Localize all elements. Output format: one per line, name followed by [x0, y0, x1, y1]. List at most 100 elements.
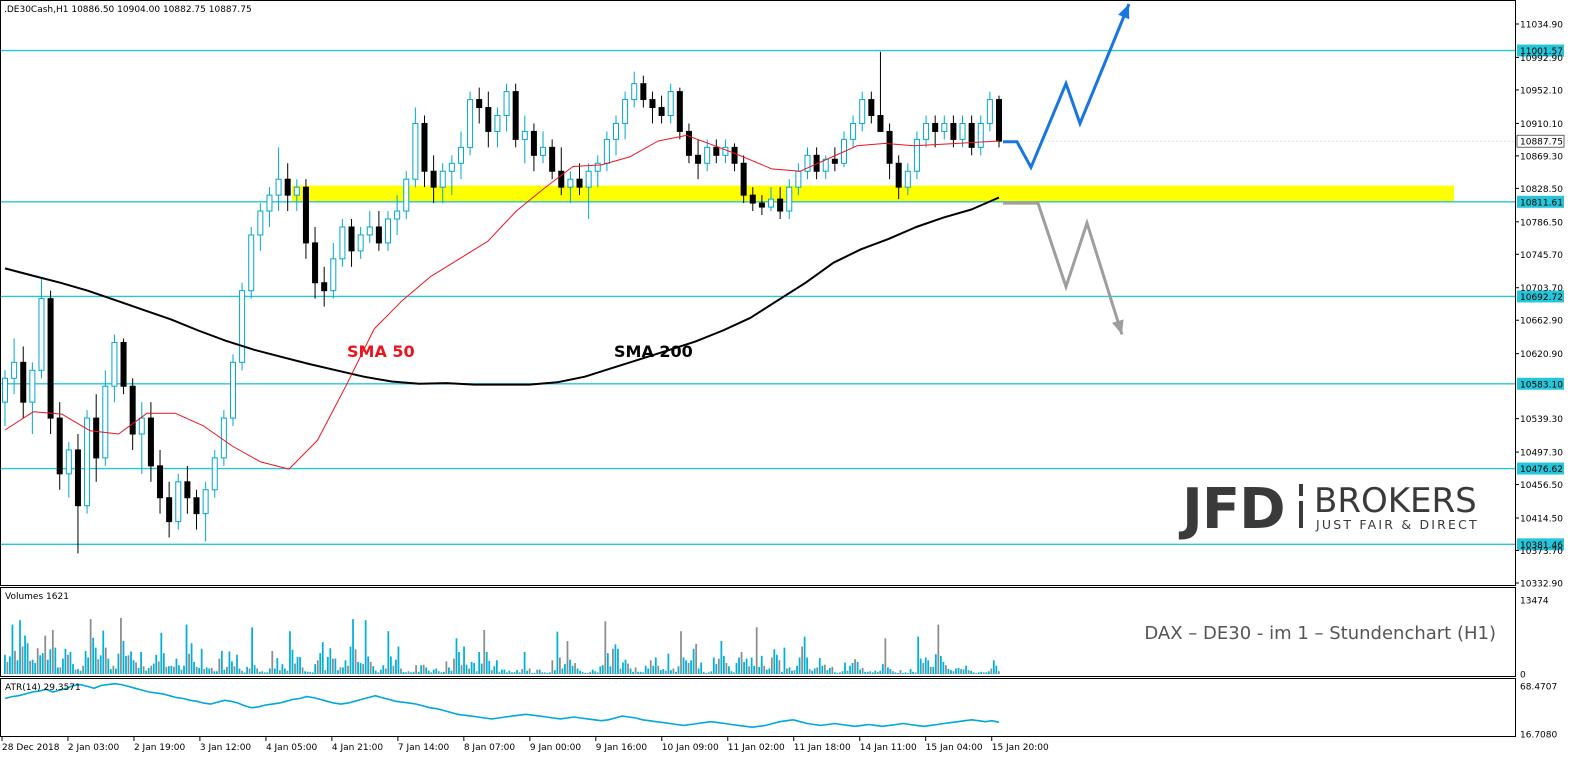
- volume-bar: [102, 630, 105, 674]
- candle-body: [467, 99, 474, 148]
- volume-bar: [415, 665, 417, 674]
- volume-bar: [914, 672, 917, 674]
- candle-body: [831, 158, 838, 164]
- candle-body: [731, 146, 738, 164]
- volume-bar: [46, 659, 49, 674]
- volume-bar: [72, 664, 74, 674]
- candle-body: [339, 226, 346, 260]
- volume-bar: [175, 658, 178, 674]
- candle-body: [758, 202, 765, 208]
- level-badge: [1517, 195, 1564, 208]
- volume-bar: [150, 665, 153, 674]
- volume-bar: [180, 669, 183, 674]
- volume-bar: [296, 656, 299, 674]
- y-tick-label: 10910.10: [1520, 120, 1563, 130]
- volume-bar: [945, 665, 947, 674]
- volume-bar: [135, 662, 137, 674]
- volume-bar: [437, 671, 440, 674]
- candle-body: [612, 122, 619, 140]
- volume-bar: [508, 670, 511, 674]
- volume-bar: [710, 671, 713, 674]
- candle-body: [11, 361, 18, 379]
- volume-bar: [448, 667, 450, 674]
- volume-bar: [367, 656, 370, 674]
- volume-bar: [359, 663, 362, 674]
- volume-bar: [871, 672, 874, 674]
- volume-bar: [198, 667, 201, 674]
- volume-bar: [59, 667, 62, 674]
- candle-body: [74, 449, 81, 507]
- x-tick-label: 15 Jan 20:00: [992, 743, 1049, 753]
- volume-bar: [210, 667, 213, 674]
- volume-bar: [74, 669, 77, 674]
- volume-bar: [246, 666, 248, 674]
- volume-bar: [64, 648, 67, 674]
- level-badge-text: 10583.10: [1520, 380, 1563, 390]
- candle-body: [84, 417, 91, 507]
- candle-body: [704, 146, 711, 164]
- volume-bar: [140, 652, 142, 674]
- volume-bar: [442, 671, 445, 674]
- candle-body: [366, 226, 373, 236]
- volume-bar: [127, 655, 130, 674]
- volume-bar: [195, 666, 198, 674]
- volume-bar: [854, 659, 856, 674]
- candle-body: [549, 146, 556, 172]
- candle-body: [995, 99, 1003, 142]
- candle-body: [111, 341, 118, 387]
- volume-bar: [395, 659, 397, 674]
- level-badge-text: 10476.62: [1520, 465, 1563, 475]
- volume-bar: [748, 666, 751, 674]
- volume-bar: [506, 672, 508, 674]
- volume-bar: [410, 672, 412, 674]
- x-tick-label: 4 Jan 21:00: [332, 743, 384, 753]
- candle-body: [695, 154, 702, 164]
- volume-bar: [836, 672, 839, 674]
- symbol-header: .DE30Cash,H1 10886.50 10904.00 10882.75 …: [4, 5, 252, 15]
- volume-bar: [331, 658, 334, 674]
- volume-bar: [950, 670, 952, 674]
- candle-body: [448, 162, 455, 172]
- candle-body: [312, 242, 319, 284]
- volume-bar: [556, 631, 559, 674]
- volume-bar: [387, 631, 390, 674]
- volume-bar: [526, 670, 528, 674]
- x-tick-label: 15 Jan 04:00: [926, 743, 983, 753]
- volume-bar: [311, 672, 314, 674]
- volume-bar: [675, 671, 677, 674]
- candle-body: [275, 178, 282, 196]
- volume-bar: [44, 635, 47, 674]
- candle-body: [585, 170, 592, 188]
- volume-bar: [894, 672, 897, 674]
- candle-body: [138, 417, 145, 435]
- volume-bar: [357, 661, 359, 674]
- candle-body: [248, 234, 255, 292]
- y-tick-label: 10952.10: [1520, 86, 1563, 96]
- volume-bar: [934, 654, 937, 674]
- volume-bar: [478, 652, 481, 674]
- volume-bar: [521, 669, 523, 674]
- last-price-badge: [1516, 134, 1565, 148]
- volume-bar: [67, 654, 69, 674]
- volume-bar: [36, 648, 39, 674]
- volume-bar: [876, 671, 879, 674]
- candle-body: [330, 258, 337, 292]
- x-tick-label: 9 Jan 00:00: [530, 743, 582, 753]
- volume-bar: [92, 637, 95, 674]
- sma-layer: [4, 134, 1000, 470]
- candle-body: [430, 170, 437, 188]
- volume-bar: [738, 657, 740, 674]
- candle-body: [667, 91, 674, 116]
- volume-bar: [649, 660, 652, 674]
- volume-bar: [796, 665, 798, 674]
- volume-bar: [417, 671, 420, 674]
- volume-bar: [109, 669, 112, 674]
- volume-bar: [697, 668, 700, 674]
- last-price-text: 10887.75: [1520, 138, 1563, 148]
- y-tick-label: 11034.90: [1520, 21, 1563, 31]
- atr-panel-frame: [0, 678, 1516, 737]
- sma50-label: SMA 50: [347, 342, 415, 361]
- volume-bar: [922, 663, 925, 674]
- candle-body: [959, 122, 966, 140]
- volume-bar: [932, 666, 935, 674]
